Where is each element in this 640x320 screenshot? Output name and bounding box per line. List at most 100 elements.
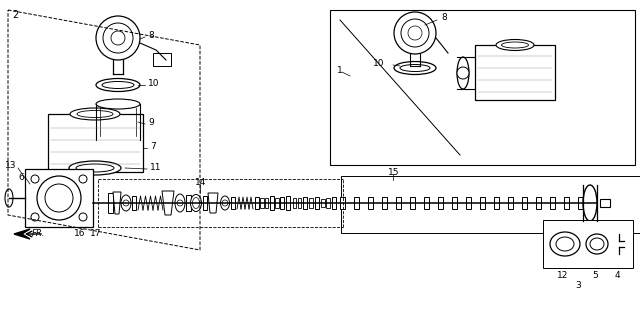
Circle shape [408,26,422,40]
Bar [332,197,336,209]
Ellipse shape [550,232,580,256]
Circle shape [177,200,183,206]
Bar [48,114,143,172]
Ellipse shape [590,238,604,250]
Ellipse shape [583,185,597,221]
Circle shape [79,175,87,183]
Text: 9: 9 [148,117,154,126]
Bar [321,199,325,207]
Ellipse shape [96,78,140,92]
Circle shape [457,67,469,79]
Bar [255,197,259,209]
Bar [564,197,569,209]
Bar [270,196,274,210]
Bar [231,197,235,209]
Text: 6: 6 [18,172,24,181]
Bar [466,197,471,209]
Text: 7: 7 [150,141,156,150]
Polygon shape [113,192,121,214]
Text: 16: 16 [74,228,86,237]
Bar [265,198,268,208]
Ellipse shape [70,108,120,120]
Bar [578,197,583,209]
Text: 17: 17 [90,228,102,237]
Ellipse shape [191,195,202,212]
Ellipse shape [586,234,608,254]
Text: 10: 10 [373,59,385,68]
Circle shape [394,12,436,54]
Ellipse shape [96,99,140,109]
Bar [132,196,136,210]
Ellipse shape [69,161,121,175]
Bar [396,197,401,209]
Bar [508,197,513,209]
Circle shape [96,16,140,60]
Bar [475,45,555,100]
Bar [522,197,527,209]
Text: 2: 2 [12,10,19,20]
Circle shape [103,23,133,53]
Bar [275,198,279,208]
Text: 10: 10 [148,78,159,87]
Text: 4: 4 [615,271,621,281]
Text: 11: 11 [150,163,161,172]
Ellipse shape [96,135,140,145]
Ellipse shape [102,82,134,89]
Bar [315,197,319,209]
Ellipse shape [394,61,436,75]
Bar [341,176,640,233]
Ellipse shape [556,237,574,251]
Circle shape [79,213,87,221]
Bar [424,197,429,209]
Bar [186,195,191,211]
Ellipse shape [76,164,114,172]
Text: 13: 13 [5,161,17,170]
Bar [550,197,555,209]
Circle shape [37,176,81,220]
Circle shape [111,31,125,45]
Text: 1: 1 [337,66,343,75]
Bar [382,197,387,209]
Ellipse shape [193,197,200,209]
Bar [340,197,345,209]
Circle shape [31,175,39,183]
Bar [368,197,373,209]
Ellipse shape [457,57,469,89]
Bar [153,53,171,66]
Bar [480,197,485,209]
Ellipse shape [221,196,230,210]
Text: 8: 8 [148,30,154,39]
Polygon shape [208,193,218,213]
Polygon shape [162,191,174,215]
Circle shape [123,200,129,206]
Bar [326,198,330,208]
Bar [543,220,633,268]
Bar [280,197,284,209]
Ellipse shape [400,65,430,71]
Text: 14: 14 [195,178,206,187]
Bar [600,199,610,207]
Ellipse shape [496,39,534,51]
Circle shape [401,19,429,47]
Ellipse shape [121,195,131,211]
Bar [309,198,313,208]
Text: 12: 12 [557,271,568,281]
Circle shape [222,200,228,206]
Bar [410,197,415,209]
Bar [494,197,499,209]
Bar [108,193,113,213]
Ellipse shape [502,42,529,48]
Text: 5: 5 [592,271,598,281]
Circle shape [31,213,39,221]
Text: 15: 15 [388,167,399,177]
Ellipse shape [77,110,113,117]
Bar [438,197,443,209]
Polygon shape [14,229,30,239]
Ellipse shape [5,189,13,207]
Bar [260,198,264,208]
Bar [25,169,93,227]
Bar [203,196,207,210]
Bar [298,198,301,208]
Ellipse shape [175,194,185,212]
Text: 3: 3 [575,281,580,290]
